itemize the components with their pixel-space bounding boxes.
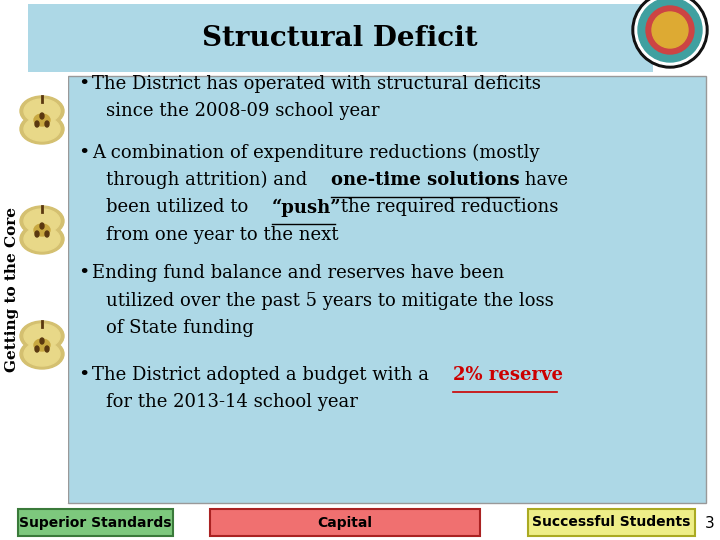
Ellipse shape bbox=[35, 231, 39, 237]
Circle shape bbox=[632, 0, 708, 68]
Text: Structural Deficit: Structural Deficit bbox=[202, 24, 478, 51]
Ellipse shape bbox=[20, 339, 64, 369]
Text: 3: 3 bbox=[705, 516, 715, 530]
Text: have: have bbox=[519, 171, 568, 189]
Text: Ending fund balance and reserves have been: Ending fund balance and reserves have be… bbox=[92, 265, 504, 282]
FancyBboxPatch shape bbox=[28, 4, 653, 72]
Ellipse shape bbox=[24, 209, 60, 233]
Ellipse shape bbox=[45, 121, 49, 127]
Text: for the 2013-14 school year: for the 2013-14 school year bbox=[107, 393, 359, 411]
Ellipse shape bbox=[35, 121, 39, 127]
Text: •: • bbox=[78, 75, 89, 93]
Text: since the 2008-09 school year: since the 2008-09 school year bbox=[107, 103, 380, 120]
Text: Superior Standards: Superior Standards bbox=[19, 516, 172, 530]
Ellipse shape bbox=[24, 117, 60, 141]
Ellipse shape bbox=[45, 346, 49, 352]
FancyBboxPatch shape bbox=[0, 76, 68, 503]
FancyBboxPatch shape bbox=[210, 509, 480, 536]
Circle shape bbox=[652, 12, 688, 48]
Ellipse shape bbox=[24, 99, 60, 123]
Text: Successful Students: Successful Students bbox=[532, 516, 690, 530]
Text: through attrition) and: through attrition) and bbox=[107, 171, 313, 190]
Text: 2% reserve: 2% reserve bbox=[453, 366, 563, 384]
Text: one-time solutions: one-time solutions bbox=[330, 171, 519, 189]
Text: A combination of expenditure reductions (mostly: A combination of expenditure reductions … bbox=[92, 144, 539, 162]
Ellipse shape bbox=[24, 227, 60, 251]
Text: Capital: Capital bbox=[318, 516, 372, 530]
Ellipse shape bbox=[20, 206, 64, 236]
Text: The District adopted a budget with a: The District adopted a budget with a bbox=[92, 366, 435, 384]
Ellipse shape bbox=[20, 114, 64, 144]
FancyBboxPatch shape bbox=[18, 509, 173, 536]
Ellipse shape bbox=[35, 346, 39, 352]
Ellipse shape bbox=[20, 96, 64, 126]
Ellipse shape bbox=[40, 338, 44, 344]
Text: “push”: “push” bbox=[272, 199, 342, 217]
FancyBboxPatch shape bbox=[68, 76, 706, 503]
FancyBboxPatch shape bbox=[528, 509, 695, 536]
Ellipse shape bbox=[24, 342, 60, 366]
Text: been utilized to: been utilized to bbox=[107, 199, 254, 217]
Ellipse shape bbox=[20, 321, 64, 351]
Circle shape bbox=[638, 0, 702, 62]
Text: of State funding: of State funding bbox=[107, 319, 254, 338]
Ellipse shape bbox=[34, 114, 50, 126]
Text: the required reductions: the required reductions bbox=[335, 199, 559, 217]
Ellipse shape bbox=[40, 223, 44, 229]
Text: The District has operated with structural deficits: The District has operated with structura… bbox=[92, 75, 541, 93]
Text: •: • bbox=[78, 144, 89, 161]
Ellipse shape bbox=[20, 224, 64, 254]
Text: •: • bbox=[78, 265, 89, 282]
Ellipse shape bbox=[24, 324, 60, 348]
Text: Getting to the Core: Getting to the Core bbox=[5, 207, 19, 372]
Text: •: • bbox=[78, 366, 89, 384]
Text: utilized over the past 5 years to mitigate the loss: utilized over the past 5 years to mitiga… bbox=[107, 292, 554, 310]
Text: from one year to the next: from one year to the next bbox=[107, 226, 339, 244]
Ellipse shape bbox=[45, 231, 49, 237]
Ellipse shape bbox=[34, 224, 50, 236]
Circle shape bbox=[635, 0, 705, 65]
Ellipse shape bbox=[40, 113, 44, 119]
Circle shape bbox=[646, 6, 694, 54]
Ellipse shape bbox=[34, 339, 50, 351]
